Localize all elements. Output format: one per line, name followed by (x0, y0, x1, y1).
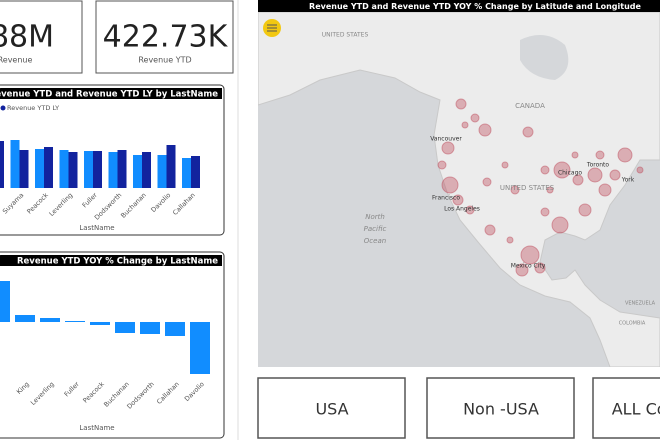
card (95, 0, 234, 74)
map-label: Vancouver (430, 136, 462, 143)
bar (133, 155, 142, 188)
map-label: York (621, 177, 635, 184)
map-title: Revenue YTD and Revenue YTD YOY % Change… (309, 2, 641, 11)
map-labels: UNITED STATES CANADA UNITED STATES North Pac… (322, 32, 656, 327)
bay (520, 35, 569, 80)
chart-title: Revenue YTD and Revenue YTD LY by LastNa… (0, 90, 218, 100)
x-axis-title: LastName (79, 424, 114, 432)
map-label: UNITED STATES (500, 184, 555, 192)
panel (0, 251, 225, 439)
chart-title: Revenue YTD YOY % Change by LastName (17, 257, 218, 267)
card-label: Revenue YTD (138, 56, 191, 65)
card-label: Revenue (0, 56, 32, 65)
card-value: 422.73K (103, 20, 229, 55)
bar (19, 150, 29, 188)
bar (165, 322, 185, 336)
button-label[interactable]: Non -USA (463, 400, 539, 419)
map-label: UNITED STATES (322, 32, 369, 39)
button-label[interactable]: USA (315, 400, 348, 419)
filter-button[interactable] (257, 377, 406, 439)
legend-label: Revenue YTD LY (7, 104, 59, 112)
bar (190, 322, 210, 374)
legend-swatch (0, 105, 6, 111)
map-label: Chicago (558, 170, 582, 177)
bar (191, 156, 200, 188)
bar (182, 158, 191, 188)
bar (166, 145, 176, 188)
bubbles (437, 98, 644, 277)
bar (108, 152, 118, 188)
map-label: Ocean (364, 237, 386, 245)
card-value: 88M (0, 20, 54, 55)
bar (40, 318, 60, 322)
bar (10, 140, 20, 188)
title-bar (258, 0, 660, 12)
bar (93, 151, 102, 188)
button-label[interactable]: ALL Countries (612, 400, 660, 419)
bar (140, 322, 160, 334)
bar (65, 321, 85, 322)
bar (44, 147, 53, 188)
map-label: North (365, 213, 385, 221)
map-label: Mexico City (511, 263, 546, 270)
title-bar (0, 88, 222, 99)
map-label: Toronto (586, 162, 609, 169)
bar (117, 150, 127, 188)
bar (15, 315, 35, 322)
bar (142, 152, 151, 188)
bar (0, 281, 10, 322)
map-label: Pacific (364, 225, 387, 233)
map-label: VENEZUELA (625, 301, 656, 307)
map-label: COLOMBIA (619, 321, 646, 327)
bar (68, 152, 78, 188)
land (258, 11, 660, 367)
filter-button[interactable] (592, 377, 660, 439)
map-label: Francisco (432, 195, 460, 202)
map-label: Los Angeles (444, 206, 480, 213)
title-bar (0, 255, 222, 266)
filter-button[interactable] (426, 377, 575, 439)
bar (0, 141, 4, 188)
bar (157, 155, 167, 188)
bar (35, 149, 44, 188)
map-label: CANADA (515, 102, 545, 110)
menu-lines (267, 24, 277, 32)
x-axis-title: LastName (79, 224, 114, 232)
bar (90, 322, 110, 325)
bar (84, 151, 93, 188)
bar (115, 322, 135, 333)
bar (59, 150, 69, 188)
card (0, 0, 83, 74)
map: UNITED STATES CANADA UNITED STATES North Pac… (258, 0, 660, 367)
buttons: USA Non -USA ALL Countries (257, 377, 660, 439)
